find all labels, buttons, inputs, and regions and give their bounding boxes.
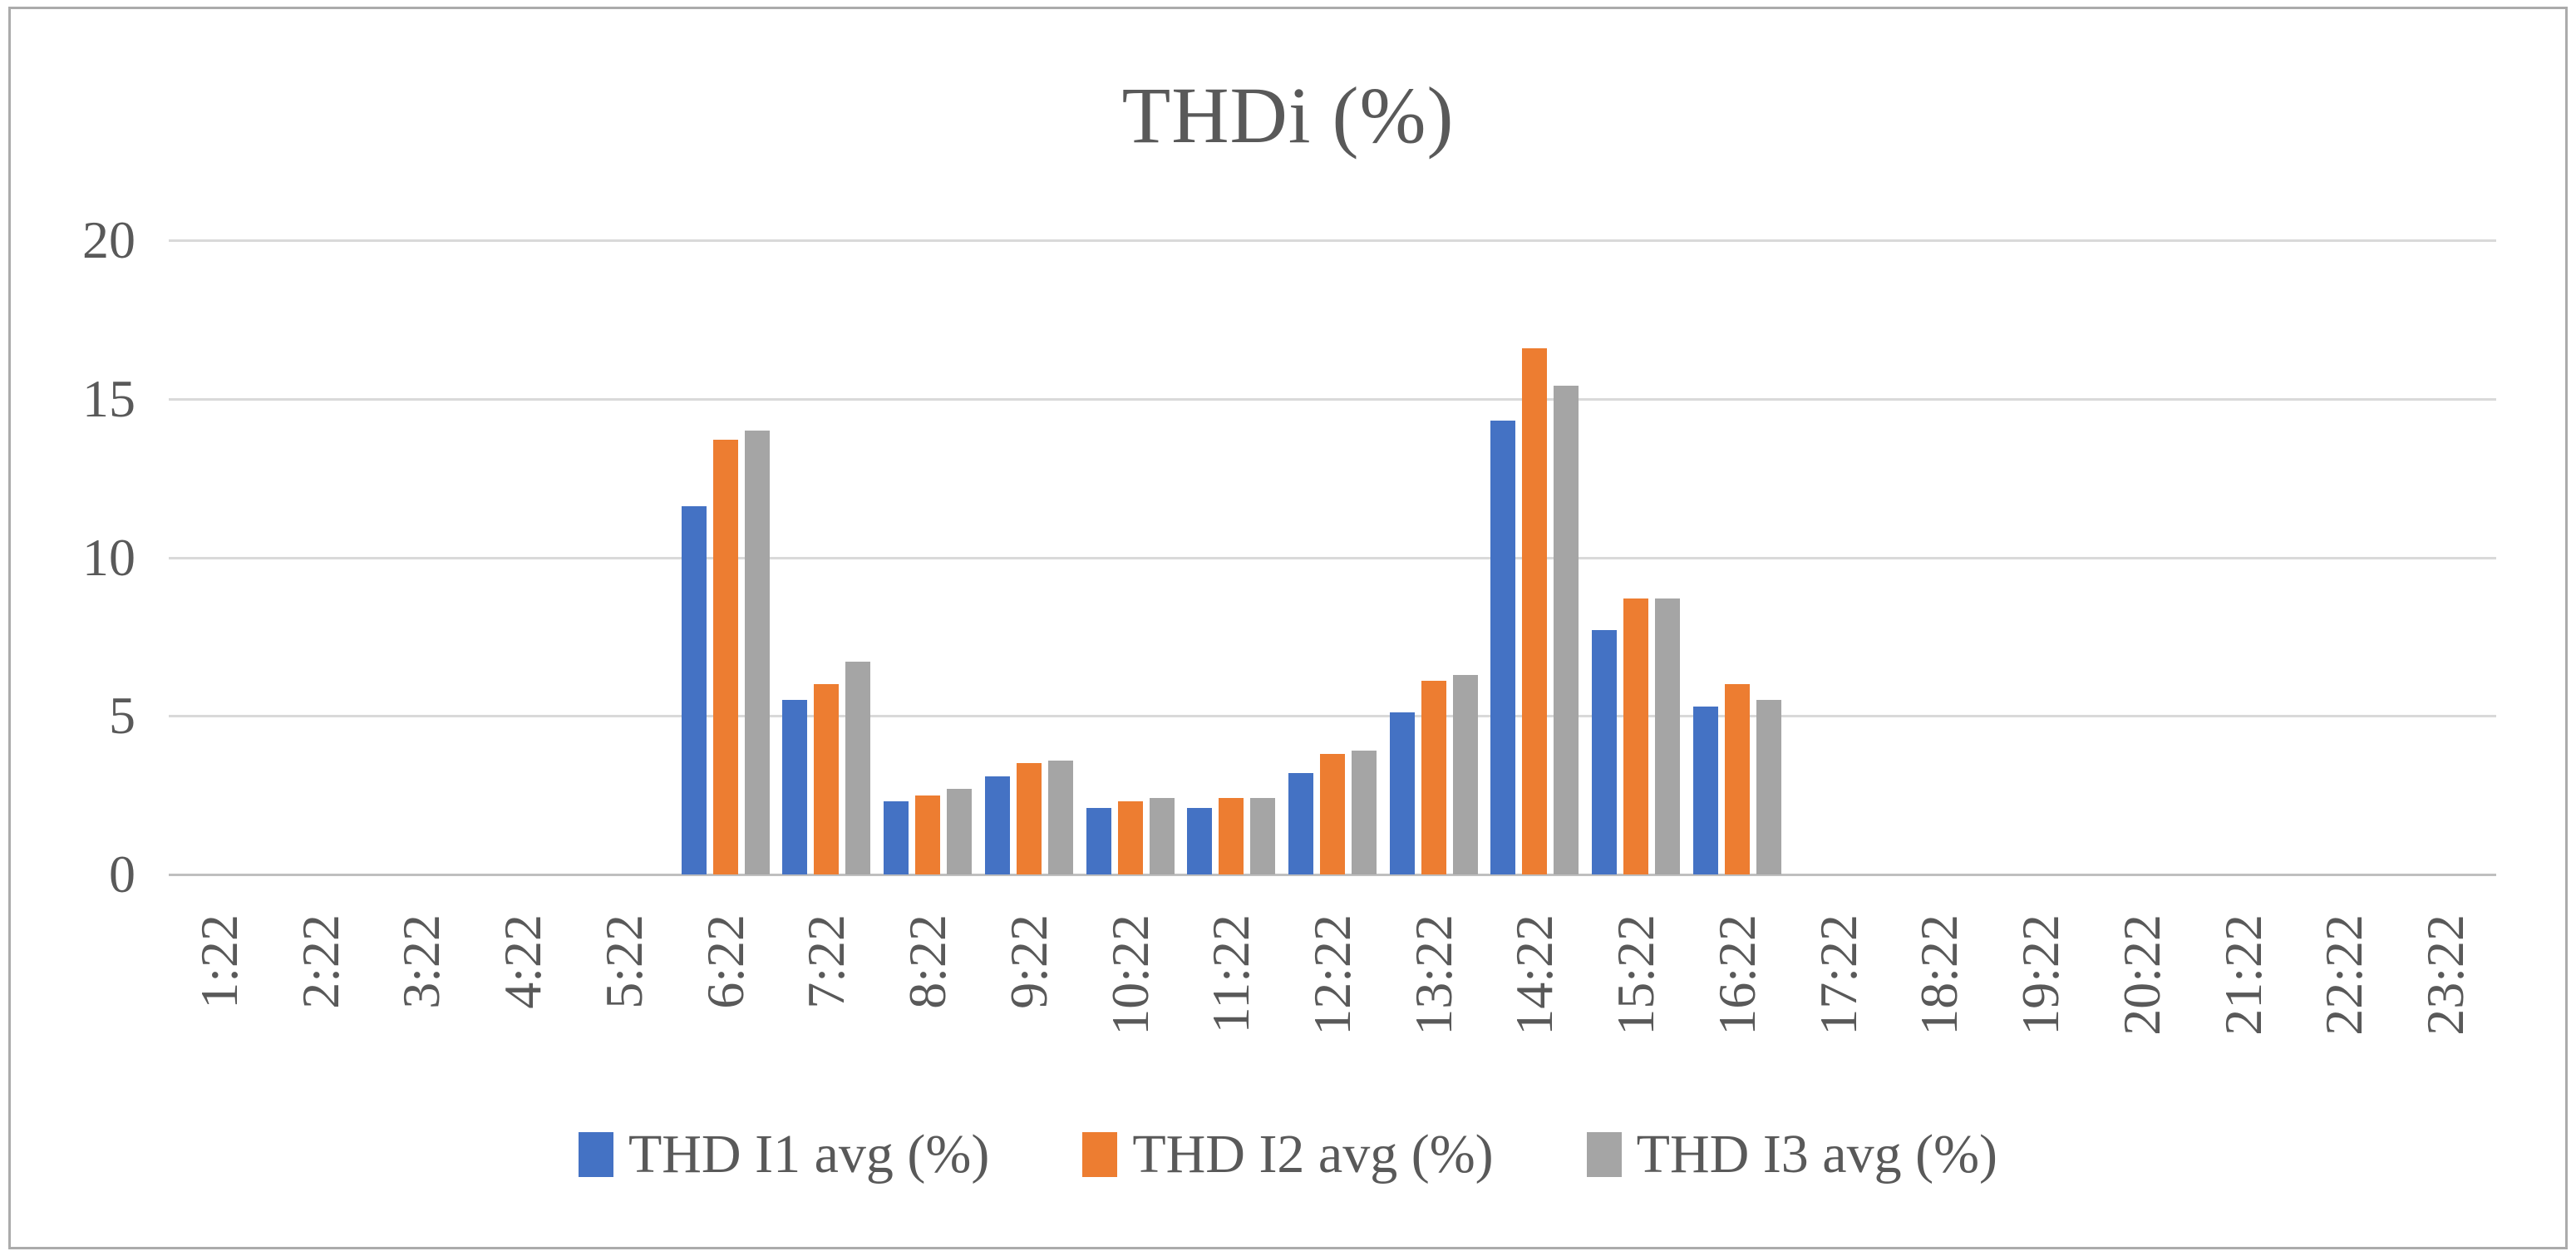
bar-series3-11:22	[1250, 798, 1275, 874]
x-axis-tick-label: 3:22	[392, 914, 451, 1009]
bar-series2-7:22	[814, 684, 839, 874]
legend-label: THD I3 avg (%)	[1636, 1124, 1998, 1185]
bar-series2-12:22	[1320, 754, 1345, 874]
y-axis-tick-label: 10	[82, 527, 135, 587]
bar-series3-13:22	[1453, 675, 1478, 874]
x-axis-tick-label: 16:22	[1707, 914, 1766, 1036]
x-axis-tick-label: 6:22	[696, 914, 755, 1009]
x-axis-tick-label: 22:22	[2314, 914, 2373, 1036]
bar-series3-6:22	[745, 431, 770, 874]
x-axis-tick-label: 5:22	[594, 914, 653, 1009]
x-axis-tick-label: 8:22	[898, 914, 957, 1009]
bar-series1-11:22	[1187, 808, 1212, 874]
bar-series3-9:22	[1048, 761, 1073, 874]
x-axis-tick-label: 17:22	[1809, 914, 1868, 1036]
x-axis-tick-label: 23:22	[2416, 914, 2475, 1036]
bar-series3-15:22	[1655, 598, 1680, 874]
x-axis-tick-label: 2:22	[291, 914, 350, 1009]
y-axis-tick-label: 5	[109, 686, 135, 746]
x-axis-tick-label: 11:22	[1201, 914, 1260, 1034]
chart-frame: THDi (%) 0 5 10 15 20 1:22 2:22 3:22 4:22 5:22 6:2…	[8, 7, 2568, 1249]
y-axis-tick-label: 15	[82, 368, 135, 428]
bar-series1-9:22	[985, 776, 1010, 874]
bar-series1-8:22	[884, 801, 909, 874]
gridline-y-15	[169, 397, 2496, 401]
y-axis-tick-label: 0	[109, 845, 135, 904]
x-axis-tick-label: 20:22	[2112, 914, 2171, 1036]
bar-series2-10:22	[1118, 801, 1143, 874]
x-axis-tick-label: 14:22	[1505, 914, 1564, 1036]
x-axis-tick-label: 19:22	[2011, 914, 2070, 1036]
legend-item-series1: THD I1 avg (%)	[578, 1123, 990, 1186]
bar-series1-14:22	[1490, 421, 1515, 874]
bar-series2-14:22	[1522, 348, 1547, 874]
bar-series2-9:22	[1017, 763, 1042, 874]
bar-series3-14:22	[1554, 386, 1579, 874]
bar-series2-15:22	[1623, 598, 1648, 874]
x-axis-tick-label: 7:22	[796, 914, 855, 1009]
legend-label: THD I1 avg (%)	[628, 1124, 990, 1185]
gridline-y-20	[169, 239, 2496, 242]
x-axis-tick-label: 13:22	[1404, 914, 1463, 1036]
bar-series1-13:22	[1390, 712, 1415, 874]
chart-title: THDi (%)	[1121, 71, 1455, 160]
bar-series2-6:22	[713, 440, 738, 874]
gridline-y-5	[169, 715, 2496, 718]
legend: THD I1 avg (%) THD I2 avg (%) THD I3 avg (…	[11, 1121, 2565, 1188]
bar-series2-8:22	[915, 795, 940, 874]
bar-series2-13:22	[1421, 681, 1446, 874]
bar-series1-15:22	[1592, 630, 1617, 874]
x-axis-tick-label: 4:22	[493, 914, 552, 1009]
legend-swatch-icon	[578, 1132, 613, 1177]
x-axis-line	[169, 874, 2496, 876]
x-axis-tick-label: 10:22	[1101, 914, 1160, 1036]
legend-label: THD I2 avg (%)	[1132, 1124, 1494, 1185]
legend-item-series3: THD I3 avg (%)	[1586, 1123, 1998, 1186]
x-axis-tick-label: 12:22	[1303, 914, 1362, 1036]
bar-series3-7:22	[845, 662, 870, 874]
bar-series3-12:22	[1352, 751, 1377, 874]
bar-series3-10:22	[1150, 798, 1175, 874]
x-axis-tick-label: 18:22	[1909, 914, 1968, 1036]
legend-swatch-icon	[1082, 1132, 1118, 1177]
bar-series1-6:22	[682, 506, 707, 874]
x-axis-tick-label: 9:22	[999, 914, 1058, 1009]
x-axis-tick-label: 21:22	[2214, 914, 2273, 1036]
legend-swatch-icon	[1586, 1132, 1622, 1177]
bar-series1-10:22	[1086, 808, 1111, 874]
x-axis-tick-label: 15:22	[1606, 914, 1665, 1036]
gridline-y-10	[169, 556, 2496, 559]
bar-series3-16:22	[1756, 700, 1781, 874]
y-axis-tick-label: 20	[82, 210, 135, 269]
bar-series3-8:22	[947, 789, 972, 874]
bar-series2-11:22	[1219, 798, 1244, 874]
bar-series1-12:22	[1288, 773, 1313, 874]
legend-item-series2: THD I2 avg (%)	[1082, 1123, 1494, 1186]
x-axis-tick-label: 1:22	[190, 914, 249, 1009]
bar-series1-16:22	[1693, 707, 1718, 874]
bar-series1-7:22	[782, 700, 807, 874]
bar-series2-16:22	[1725, 684, 1750, 874]
